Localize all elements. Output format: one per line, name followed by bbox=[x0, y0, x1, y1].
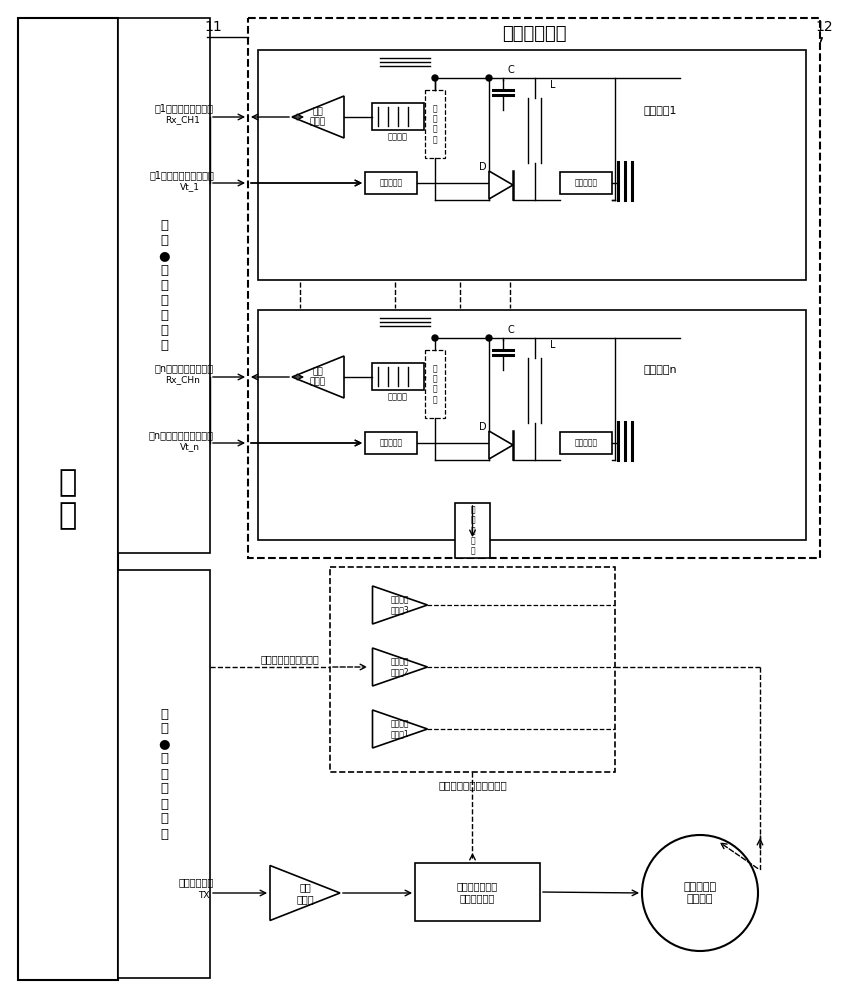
Polygon shape bbox=[489, 431, 513, 459]
Text: 第n通道射频接收信号: 第n通道射频接收信号 bbox=[155, 363, 214, 373]
Text: 射频电缆: 射频电缆 bbox=[388, 392, 408, 401]
Bar bbox=[118, 570, 210, 978]
Text: 射频发射信号: 射频发射信号 bbox=[179, 877, 214, 887]
Text: Vt_1: Vt_1 bbox=[180, 182, 200, 192]
Text: 收发共用型
射频线圈: 收发共用型 射频线圈 bbox=[684, 882, 717, 904]
Bar bbox=[425, 90, 445, 158]
Text: 射频阻塞器: 射频阻塞器 bbox=[574, 178, 598, 188]
Text: 11: 11 bbox=[204, 20, 222, 34]
Text: L: L bbox=[550, 340, 556, 350]
Circle shape bbox=[486, 335, 492, 341]
Text: 前置
放大器: 前置 放大器 bbox=[310, 367, 326, 387]
Polygon shape bbox=[292, 96, 344, 138]
Text: 谱
仪
●
射
频
接
收
单
元: 谱 仪 ● 射 频 接 收 单 元 bbox=[158, 219, 170, 352]
Bar bbox=[455, 503, 490, 558]
Bar bbox=[560, 172, 612, 194]
Text: 前置
放大器: 前置 放大器 bbox=[310, 107, 326, 127]
Text: 第1通道调谐电平输出量: 第1通道调谐电平输出量 bbox=[149, 170, 214, 180]
Bar bbox=[372, 103, 424, 130]
Text: 谱
仪: 谱 仪 bbox=[59, 468, 77, 530]
Bar bbox=[365, 172, 417, 194]
Text: 谱
仪
●
射
频
发
射
单
元: 谱 仪 ● 射 频 发 射 单 元 bbox=[158, 708, 170, 840]
Text: C: C bbox=[508, 325, 515, 335]
Polygon shape bbox=[373, 586, 427, 624]
Text: 水
阻
元
件: 水 阻 元 件 bbox=[432, 364, 437, 404]
Text: 射频开关状态控制信号: 射频开关状态控制信号 bbox=[261, 654, 320, 664]
Text: 12: 12 bbox=[815, 20, 833, 34]
Text: C: C bbox=[508, 65, 515, 75]
Text: L: L bbox=[550, 80, 556, 90]
Text: 射频阻塞器: 射频阻塞器 bbox=[379, 178, 403, 188]
Text: Rx_CHn: Rx_CHn bbox=[165, 375, 200, 384]
Text: 线圈状态控制信号驱动器: 线圈状态控制信号驱动器 bbox=[438, 780, 507, 790]
Bar bbox=[365, 432, 417, 454]
Polygon shape bbox=[292, 356, 344, 398]
Polygon shape bbox=[270, 865, 340, 920]
Bar bbox=[258, 310, 806, 540]
Bar bbox=[258, 50, 806, 280]
Text: 收发共用型射频
线圈接口单元: 收发共用型射频 线圈接口单元 bbox=[457, 881, 498, 903]
Bar bbox=[118, 18, 210, 553]
Text: D: D bbox=[479, 162, 487, 172]
Text: 线圈单元1: 线圈单元1 bbox=[643, 105, 677, 115]
Text: TX: TX bbox=[198, 892, 210, 900]
Bar bbox=[372, 363, 424, 390]
Text: 射频阻塞器: 射频阻塞器 bbox=[574, 438, 598, 448]
Text: 第1通道射频接收信号: 第1通道射频接收信号 bbox=[155, 103, 214, 113]
Text: D: D bbox=[479, 422, 487, 432]
Bar bbox=[560, 432, 612, 454]
Circle shape bbox=[432, 75, 438, 81]
Text: Rx_CH1: Rx_CH1 bbox=[165, 115, 200, 124]
Text: 射频接收线圈: 射频接收线圈 bbox=[502, 25, 566, 43]
Circle shape bbox=[642, 835, 758, 951]
Polygon shape bbox=[373, 710, 427, 748]
Circle shape bbox=[486, 75, 492, 81]
Bar bbox=[248, 18, 820, 558]
Text: 线圈单元n: 线圈单元n bbox=[643, 365, 677, 375]
Polygon shape bbox=[489, 171, 513, 199]
Bar bbox=[18, 18, 118, 980]
Bar bbox=[330, 567, 615, 772]
Text: 水
阻
元
件: 水 阻 元 件 bbox=[432, 104, 437, 144]
Bar bbox=[415, 863, 540, 921]
Text: 射频
放大器: 射频 放大器 bbox=[296, 882, 314, 904]
Text: 射频阻塞器: 射频阻塞器 bbox=[379, 438, 403, 448]
Text: 射频电缆: 射频电缆 bbox=[388, 132, 408, 141]
Text: 地
址
路
由
器: 地 址 路 由 器 bbox=[470, 505, 475, 556]
Text: Vt_n: Vt_n bbox=[180, 442, 200, 452]
Text: 开关信号
驱动器1: 开关信号 驱动器1 bbox=[391, 719, 410, 739]
Polygon shape bbox=[373, 648, 427, 686]
Text: 开关信号
驱动器3: 开关信号 驱动器3 bbox=[390, 595, 410, 615]
Bar bbox=[425, 350, 445, 418]
Text: 开关信号
驱动器2: 开关信号 驱动器2 bbox=[391, 657, 410, 677]
Text: 第n通道调谐电平输出量: 第n通道调谐电平输出量 bbox=[149, 430, 214, 440]
Circle shape bbox=[432, 335, 438, 341]
